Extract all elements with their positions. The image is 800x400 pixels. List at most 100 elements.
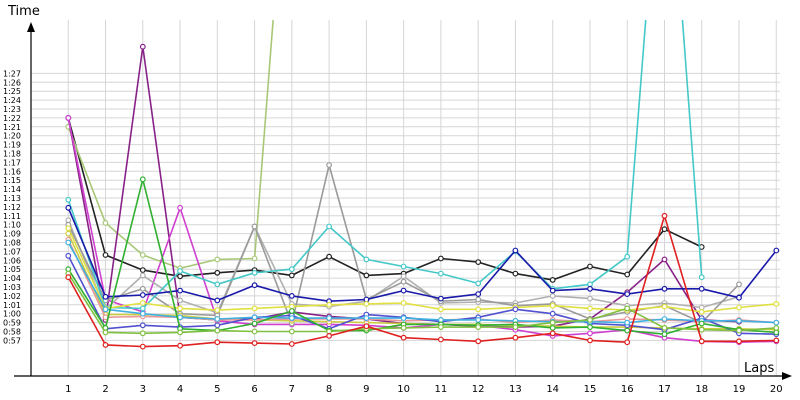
- series-point: [288, 308, 295, 314]
- series-point: [139, 310, 146, 317]
- series-13: [65, 239, 780, 326]
- series-point: [177, 204, 184, 211]
- series-point: [624, 253, 631, 260]
- series-line: [67, 178, 777, 336]
- x-tick-label: 12: [472, 384, 485, 395]
- x-tick-label: 18: [695, 384, 708, 395]
- series-point: [773, 301, 780, 307]
- series-point: [661, 226, 668, 233]
- series-point: [65, 225, 72, 232]
- series-4: [65, 114, 780, 346]
- series-point: [400, 287, 407, 294]
- y-tick-label: 1:12: [3, 203, 21, 212]
- series-point: [288, 328, 295, 335]
- x-tick-label: 2: [102, 384, 108, 395]
- series-point: [587, 305, 593, 312]
- series-point: [475, 296, 482, 303]
- y-tick-label: 1:26: [3, 78, 21, 87]
- series-point: [139, 252, 146, 258]
- series-point: [214, 307, 221, 314]
- y-tick-label: 1:05: [3, 265, 21, 274]
- series-point: [773, 247, 780, 254]
- series-point: [65, 230, 72, 237]
- series-point: [400, 315, 407, 322]
- series-point: [102, 342, 109, 348]
- series-point: [363, 323, 370, 330]
- x-tick-label: 8: [326, 384, 332, 395]
- series-point: [214, 316, 221, 322]
- series-point: [102, 219, 109, 226]
- series-point: [475, 338, 482, 345]
- y-tick-label: 1:16: [3, 167, 21, 176]
- series-point: [661, 256, 668, 263]
- series-point: [102, 306, 109, 313]
- x-axis-arrow-icon: [782, 372, 792, 380]
- series-point: [177, 297, 184, 304]
- x-tick-label: 7: [289, 384, 295, 395]
- series-point: [139, 176, 146, 183]
- y-tick-label: 1:24: [3, 96, 21, 105]
- y-axis-arrow-icon: [27, 22, 35, 32]
- series-16: [65, 212, 780, 350]
- series-point: [326, 223, 333, 230]
- series-point: [102, 293, 109, 300]
- series-point: [102, 252, 109, 258]
- series-point: [214, 322, 221, 329]
- series-point: [251, 328, 258, 335]
- x-tick-label: 16: [621, 384, 634, 395]
- y-tick-label: 1:10: [3, 221, 21, 230]
- series-point: [139, 343, 146, 350]
- y-tick-label: 1:09: [3, 230, 21, 239]
- x-tick-label: 14: [546, 384, 559, 395]
- y-tick-label: 1:18: [3, 150, 21, 159]
- series-point: [736, 304, 742, 311]
- series-point: [214, 269, 221, 276]
- y-tick-label: 1:17: [3, 158, 21, 167]
- x-tick-label: 10: [397, 384, 410, 395]
- series-point: [363, 301, 370, 307]
- series-point: [736, 294, 742, 301]
- series-point: [400, 334, 407, 341]
- series-point: [624, 319, 631, 326]
- series-point: [363, 256, 370, 263]
- series-point: [177, 329, 184, 336]
- series-line: [67, 227, 777, 313]
- series-point: [661, 316, 668, 322]
- y-tick-label: 1:11: [3, 212, 21, 221]
- x-tick-label: 20: [770, 384, 783, 395]
- y-tick-label: 0:58: [3, 328, 21, 337]
- series-point: [587, 330, 593, 337]
- series-point: [177, 268, 184, 274]
- series-point: [661, 331, 668, 338]
- series-point: [587, 324, 593, 331]
- x-tick-labels: 1 2 3 4 5 6 7 8 9 10 11 12 13 14 15 16 17 18 19 20: [65, 384, 783, 395]
- series-point: [549, 330, 556, 337]
- series-point: [214, 297, 221, 304]
- y-tick-label: 1:23: [3, 105, 21, 114]
- y-tick-label: 1:14: [3, 185, 21, 194]
- series-point: [736, 281, 742, 288]
- series-point: [661, 303, 668, 310]
- series-point: [438, 295, 444, 302]
- x-tick-label: 3: [140, 384, 146, 395]
- series-point: [251, 320, 258, 327]
- series-point: [251, 305, 258, 312]
- x-tick-label: 9: [363, 384, 369, 395]
- series-point: [549, 319, 556, 326]
- series-point: [512, 306, 519, 313]
- series-point: [326, 253, 333, 260]
- series-point: [698, 285, 705, 292]
- series-point: [326, 315, 333, 322]
- series-point: [214, 256, 221, 263]
- series-point: [139, 267, 146, 274]
- series-point: [326, 301, 333, 308]
- y-tick-label: 1:20: [3, 132, 21, 141]
- series-line: [67, 273, 777, 335]
- series-point: [624, 327, 631, 334]
- series-point: [773, 337, 780, 344]
- series-point: [400, 325, 407, 331]
- x-axis-title: Laps: [744, 361, 774, 376]
- axes: Time Laps: [7, 4, 792, 380]
- series-point: [65, 239, 72, 246]
